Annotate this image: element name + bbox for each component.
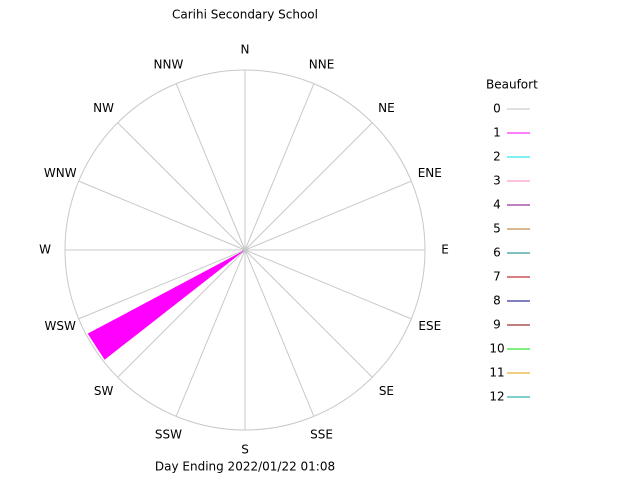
direction-label: S [241, 443, 249, 457]
direction-label: SSE [310, 427, 333, 441]
spoke [117, 122, 246, 251]
direction-label: E [441, 243, 449, 257]
spoke [175, 249, 246, 417]
legend-label: 7 [493, 270, 501, 284]
chart-title: Carihi Secondary School [172, 8, 318, 22]
legend-label: 2 [493, 150, 501, 164]
direction-label: N [241, 43, 250, 57]
spoke [244, 249, 315, 417]
spoke [78, 249, 246, 320]
legend-label: 11 [489, 366, 504, 380]
direction-label: NNE [309, 58, 335, 72]
direction-label: WSW [45, 319, 76, 333]
direction-label: ENE [418, 166, 442, 180]
spoke [244, 249, 412, 320]
legend-label: 4 [493, 198, 501, 212]
legend-title: Beaufort [486, 78, 538, 92]
legend-label: 10 [489, 342, 504, 356]
chart-footer: Day Ending 2022/01/22 01:08 [155, 460, 335, 474]
spoke [78, 180, 246, 251]
spoke [175, 83, 246, 251]
direction-label: NE [378, 101, 395, 115]
spoke [244, 122, 373, 251]
spoke [117, 249, 246, 378]
direction-label: SW [94, 384, 114, 398]
legend-label: 0 [493, 102, 501, 116]
legend-label: 12 [489, 390, 504, 404]
spoke [244, 180, 412, 251]
legend-label: 1 [493, 126, 501, 140]
direction-label: NNW [154, 58, 184, 72]
legend-label: 5 [493, 222, 501, 236]
legend-label: 8 [493, 294, 501, 308]
direction-label: SE [379, 384, 394, 398]
legend-label: 9 [493, 318, 501, 332]
direction-label: WNW [44, 166, 77, 180]
direction-label: SSW [155, 427, 182, 441]
spoke [244, 83, 315, 251]
direction-label: NW [93, 101, 114, 115]
direction-label: ESE [418, 319, 441, 333]
direction-label: W [39, 243, 51, 257]
legend-label: 3 [493, 174, 501, 188]
spoke [244, 249, 373, 378]
wedge [87, 250, 245, 360]
legend-label: 6 [493, 246, 501, 260]
